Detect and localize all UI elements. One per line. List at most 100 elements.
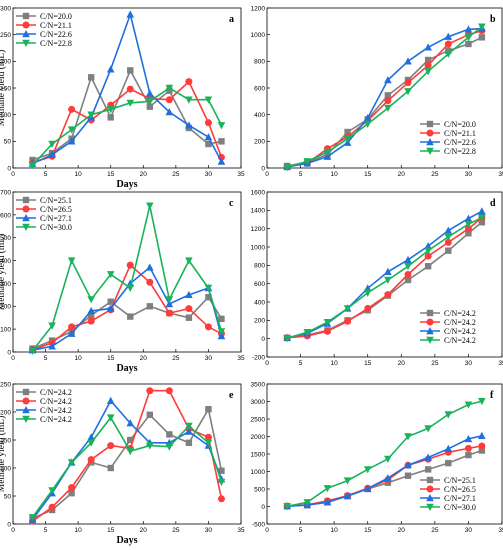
data-point [464, 401, 473, 409]
data-point [185, 427, 193, 435]
x-tick-label: 5 [299, 360, 303, 367]
legend-label: C/N=24.2 [40, 415, 72, 424]
panel-label: c [229, 198, 234, 209]
data-point [464, 434, 473, 443]
data-point [205, 140, 212, 148]
x-tick-label: 20 [398, 171, 406, 178]
legend-label: C/N=27.1 [40, 214, 72, 223]
plot-frame [12, 383, 242, 525]
data-point [323, 485, 332, 493]
y-tick-label: 0 [7, 165, 11, 172]
x-tick-label: 0 [11, 527, 15, 534]
data-point [185, 314, 193, 321]
panel-label: e [229, 390, 234, 401]
data-point [384, 104, 392, 112]
data-point [217, 328, 226, 336]
x-tick-label: 0 [265, 360, 269, 367]
data-point [343, 492, 352, 500]
data-point [478, 219, 486, 226]
data-point [107, 114, 114, 121]
data-point [185, 78, 193, 86]
panel-b: 0 200 400 600 800 1000 1200 0 5 10 15 20 25 30 35 b C/N=… [251, 5, 503, 178]
x-axis-label: Days [116, 535, 137, 546]
x-tick-label: 5 [44, 355, 48, 362]
data-point [404, 271, 412, 278]
y-tick-label: 200 [0, 59, 11, 66]
y-tick-label: 1200 [251, 226, 266, 233]
legend-label: C/N=26.5 [40, 205, 72, 214]
data-point [68, 484, 76, 492]
data-point [424, 252, 432, 260]
data-point [146, 278, 154, 286]
data-point [126, 10, 135, 18]
x-tick-label: 20 [140, 355, 148, 362]
y-tick-label: 200 [0, 409, 11, 416]
data-point [384, 92, 392, 99]
data-point [424, 61, 432, 69]
data-point [424, 43, 432, 51]
legend-marker [426, 309, 434, 317]
y-tick-label: 1000 [251, 469, 266, 476]
data-point [323, 498, 332, 506]
legend-label: C/N=26.5 [444, 485, 476, 494]
data-point [444, 32, 453, 40]
data-point [87, 317, 95, 325]
series-path [32, 266, 223, 351]
x-tick-label: 20 [140, 171, 148, 178]
data-point [127, 436, 134, 444]
y-tick-label: 800 [254, 59, 265, 66]
data-point [68, 490, 75, 497]
data-point [478, 214, 486, 222]
data-point [217, 478, 226, 486]
series-line [29, 261, 225, 354]
series-path [31, 87, 223, 166]
data-point [166, 431, 173, 438]
data-point [478, 442, 486, 450]
y-tick-label: 3000 [251, 399, 266, 406]
data-point [323, 152, 332, 160]
data-point [404, 79, 412, 87]
series-line [283, 431, 486, 510]
data-point [68, 105, 76, 113]
x-tick-label: 35 [498, 360, 503, 367]
data-point [344, 317, 352, 325]
data-point [404, 57, 412, 65]
legend-label: C/N=20.0 [444, 120, 476, 129]
y-tick-label: 50 [4, 139, 12, 146]
legend-marker [426, 129, 434, 137]
data-point [465, 40, 472, 48]
panel-label: b [490, 14, 496, 25]
y-tick-label: 1000 [251, 32, 266, 39]
y-tick-label: 0 [7, 349, 11, 356]
data-point [107, 298, 114, 305]
x-tick-label: 15 [107, 527, 115, 534]
data-point [204, 439, 213, 447]
data-point [87, 74, 95, 81]
y-tick-label: -200 [252, 354, 265, 361]
data-point [384, 97, 392, 105]
data-point [404, 88, 412, 96]
y-tick-label: 200 [254, 318, 265, 325]
legend-marker [426, 336, 434, 344]
legend-label: C/N=22.6 [444, 138, 476, 147]
y-tick-label: 1600 [251, 189, 266, 196]
data-point [165, 309, 173, 317]
data-point [204, 96, 213, 104]
legend-marker [22, 30, 30, 38]
y-tick-label: 2000 [251, 434, 266, 441]
y-tick-label: 300 [0, 5, 11, 12]
series-line [28, 10, 226, 167]
x-tick-label: 30 [205, 527, 213, 534]
data-point [384, 276, 392, 284]
x-axis-label: Days [116, 179, 137, 190]
data-point [146, 202, 154, 210]
data-point [343, 135, 352, 143]
x-tick-label: 10 [331, 527, 339, 534]
data-point [146, 303, 153, 310]
panel-c: 0 100 200 300 400 500 600 700 0 5 10 15 20 25 30 35 Meth… [0, 189, 245, 374]
series-line [283, 214, 486, 343]
data-point [363, 466, 372, 474]
legend: C/N=20.0C/N=21.1C/N=22.6C/N=22.8 [16, 12, 72, 48]
y-tick-label: 50 [4, 493, 12, 500]
x-tick-label: 15 [107, 171, 115, 178]
